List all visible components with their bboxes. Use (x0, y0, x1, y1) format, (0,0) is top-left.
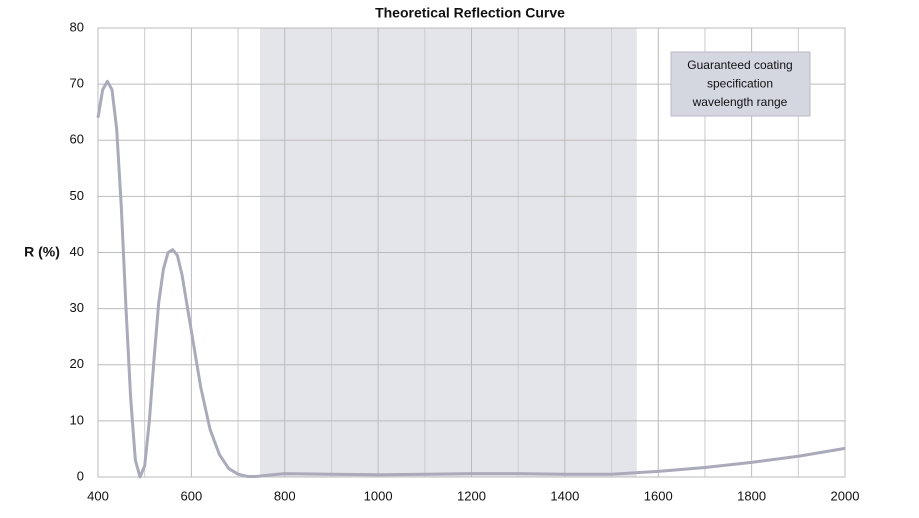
y-tick-label: 80 (70, 19, 84, 34)
y-tick-label: 0 (77, 468, 84, 483)
y-tick-label: 40 (70, 244, 84, 259)
x-tick-label: 2000 (831, 488, 860, 503)
annotation-text: Guaranteed coating (687, 58, 792, 72)
x-tick-label: 600 (181, 488, 203, 503)
annotation-text: wavelength range (692, 95, 788, 109)
x-tick-label: 1200 (457, 488, 486, 503)
chart-title: Theoretical Reflection Curve (375, 5, 565, 21)
x-tick-label: 1600 (644, 488, 673, 503)
line (96, 79, 846, 479)
x-tick-label: 400 (87, 488, 109, 503)
x-tick-label: 800 (274, 488, 296, 503)
y-tick-label: 20 (70, 356, 84, 371)
y-tick-label: 10 (70, 412, 84, 427)
annotation-text: specification (707, 77, 773, 91)
y-axis-label: R (%) (24, 244, 60, 260)
y-tick-label: 60 (70, 132, 84, 147)
y-tick-label: 50 (70, 188, 84, 203)
x-tick-label: 1000 (364, 488, 393, 503)
annotation-box (670, 51, 811, 117)
y-tick-label: 70 (70, 76, 84, 91)
y-tick-label: 30 (70, 300, 84, 315)
x-tick-label: 1800 (737, 488, 766, 503)
x-tick-label: 1400 (550, 488, 579, 503)
